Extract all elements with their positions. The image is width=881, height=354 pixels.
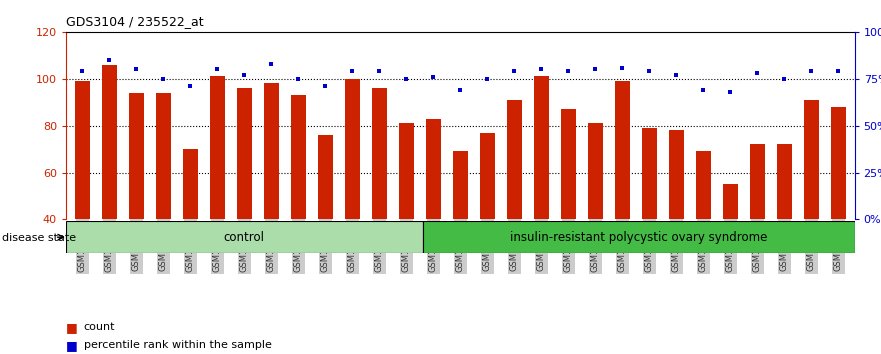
Bar	[507, 100, 522, 219]
Bar	[723, 184, 737, 219]
Bar	[561, 109, 576, 219]
Bar	[696, 152, 711, 219]
Bar	[75, 81, 90, 219]
Text: ■: ■	[66, 321, 78, 334]
Text: disease state: disease state	[2, 233, 76, 243]
Text: percentile rank within the sample: percentile rank within the sample	[84, 340, 271, 350]
Bar	[129, 93, 144, 219]
Bar	[804, 100, 818, 219]
Bar	[777, 144, 792, 219]
Bar	[534, 76, 549, 219]
Text: count: count	[84, 322, 115, 332]
Text: control: control	[224, 231, 265, 244]
Bar	[750, 144, 765, 219]
Bar	[372, 88, 387, 219]
Bar	[423, 221, 855, 253]
Bar	[642, 128, 656, 219]
Bar	[264, 84, 278, 219]
Bar	[480, 133, 495, 219]
Bar	[588, 123, 603, 219]
Bar	[344, 79, 359, 219]
Bar	[291, 95, 306, 219]
Bar	[237, 88, 252, 219]
Bar	[426, 119, 440, 219]
Bar	[669, 130, 684, 219]
Bar	[66, 221, 423, 253]
Bar	[399, 123, 414, 219]
Text: GDS3104 / 235522_at: GDS3104 / 235522_at	[66, 15, 204, 28]
Bar	[318, 135, 333, 219]
Text: insulin-resistant polycystic ovary syndrome: insulin-resistant polycystic ovary syndr…	[510, 231, 767, 244]
Text: ■: ■	[66, 339, 78, 352]
Bar	[102, 65, 116, 219]
Bar	[831, 107, 846, 219]
Bar	[156, 93, 171, 219]
Bar	[453, 152, 468, 219]
Bar	[210, 76, 225, 219]
Bar	[615, 81, 630, 219]
Bar	[183, 149, 197, 219]
